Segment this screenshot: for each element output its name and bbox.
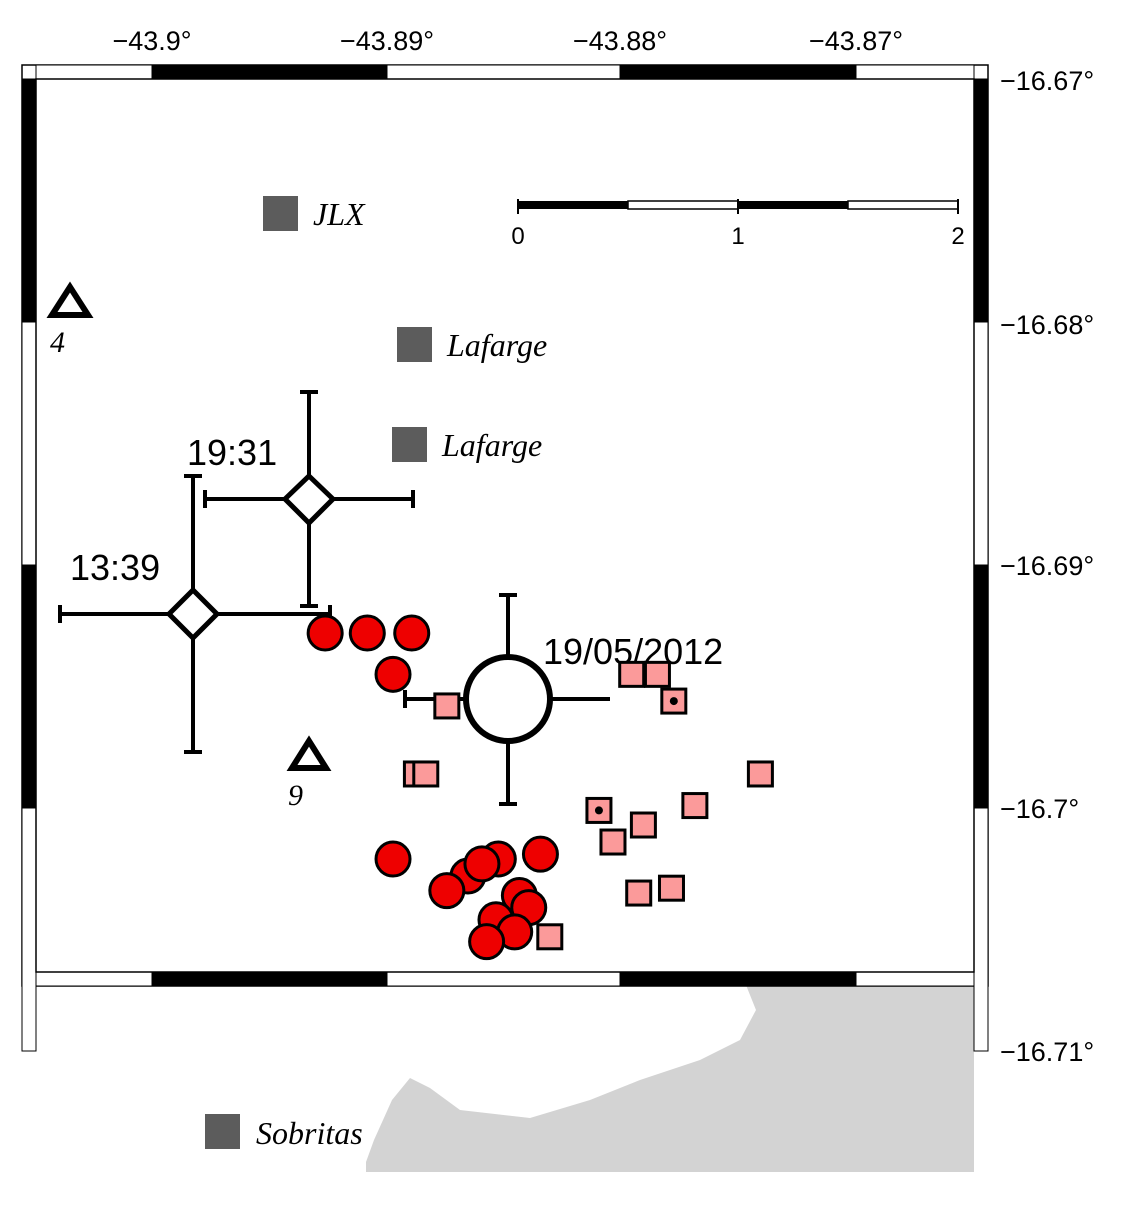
event-13-39: 13:39 — [58, 474, 332, 754]
lon-tick-label: −43.88° — [573, 26, 667, 56]
pink-event-square — [618, 660, 646, 688]
lat-tick-label: −16.71° — [1000, 1037, 1094, 1067]
event-time-label: 13:39 — [70, 547, 160, 588]
sites: JLX Lafarge Lafarge Sobritas — [205, 196, 547, 1151]
frame-bar-segment — [151, 64, 388, 80]
frame-bar-segment — [151, 971, 388, 987]
pink-event-square — [433, 692, 461, 720]
pink-event-square — [625, 879, 653, 907]
frame-bar-segment — [386, 971, 621, 987]
frame-bar-segment — [973, 564, 989, 809]
scale-bar-label: 0 — [511, 223, 524, 250]
red-event-circle — [374, 840, 412, 878]
pink-event-square — [657, 874, 685, 902]
red-event-circle — [521, 835, 559, 873]
scale-bar-segment — [518, 201, 628, 209]
lon-tick-label: −43.89° — [340, 26, 434, 56]
event-diamond — [281, 472, 337, 527]
scale-bar-segment — [847, 200, 959, 210]
stations: 4 9 — [46, 281, 332, 812]
pink-events — [402, 660, 774, 951]
frame-bar-segment — [973, 807, 989, 1052]
lat-tick-label: −16.68° — [1000, 310, 1094, 340]
red-event-circle — [306, 614, 344, 652]
station-triangle — [46, 281, 94, 318]
red-event-circle — [428, 872, 466, 910]
frame-bar-segment — [21, 564, 37, 809]
site-marker — [392, 427, 427, 462]
red-event-circle — [348, 614, 386, 652]
scale-bar-segment — [738, 201, 848, 209]
frame-bar-segment — [386, 64, 621, 80]
lat-tick-label: −16.69° — [1000, 551, 1094, 581]
frame-bar-segment — [855, 971, 975, 987]
event-time-label: 19:31 — [187, 432, 277, 473]
event-diamond — [165, 586, 221, 642]
lon-tick-label: −43.9° — [112, 26, 191, 56]
scale-bar-label: 1 — [731, 223, 744, 250]
frame-inner — [35, 78, 975, 973]
station-label: 4 — [50, 326, 65, 359]
map-frame — [21, 64, 989, 1052]
pink-event-square — [412, 760, 440, 788]
scale-bar: 0 1 2 — [511, 199, 965, 250]
pink-event-square — [746, 760, 774, 788]
site-marker — [205, 1114, 240, 1149]
site-label: JLX — [313, 196, 366, 232]
station-label: 9 — [288, 779, 303, 812]
pink-event-square — [629, 811, 657, 839]
main-event-circle — [463, 654, 553, 744]
site-label: Lafarge — [446, 327, 547, 363]
frame-bar-segment — [21, 321, 37, 566]
frame-bar-segment — [35, 64, 153, 80]
frame-bar-segment — [21, 78, 37, 323]
scale-bar-label: 2 — [951, 223, 964, 250]
lon-tick-labels: −43.9° −43.89° −43.88° −43.87° — [112, 26, 903, 56]
pink-event-square — [681, 792, 709, 820]
pink-event-square — [643, 660, 671, 688]
frame-bar-segment — [35, 971, 153, 987]
frame-bar-segment — [973, 78, 989, 323]
site-label: Lafarge — [441, 427, 542, 463]
pink-event-square — [536, 923, 564, 951]
site-marker — [397, 327, 432, 362]
lat-tick-label: −16.67° — [1000, 66, 1094, 96]
frame-bar-segment — [619, 971, 857, 987]
frame-bar-segment — [21, 807, 37, 1052]
site-label: Sobritas — [256, 1115, 363, 1151]
frame-outer — [21, 64, 989, 987]
frame-bar-segment — [619, 64, 857, 80]
red-event-circle — [374, 655, 412, 693]
red-events — [306, 614, 559, 961]
red-event-circle — [463, 845, 501, 883]
pink-event-dot — [669, 697, 678, 706]
pink-event-dot — [594, 806, 603, 815]
lon-tick-label: −43.87° — [809, 26, 903, 56]
lat-tick-label: −16.7° — [1000, 794, 1079, 824]
station-triangle — [286, 735, 332, 771]
lat-tick-labels: −16.67° −16.68° −16.69° −16.7° −16.71° — [1000, 66, 1094, 1067]
pink-event-square — [599, 828, 627, 856]
red-event-circle — [393, 614, 431, 652]
site-marker — [263, 196, 298, 231]
red-event-circle — [468, 923, 506, 961]
event-19-31: 19:31 — [187, 390, 415, 608]
scale-bar-segment — [627, 200, 739, 210]
frame-bar-segment — [973, 321, 989, 566]
frame-bar-segment — [855, 64, 975, 80]
